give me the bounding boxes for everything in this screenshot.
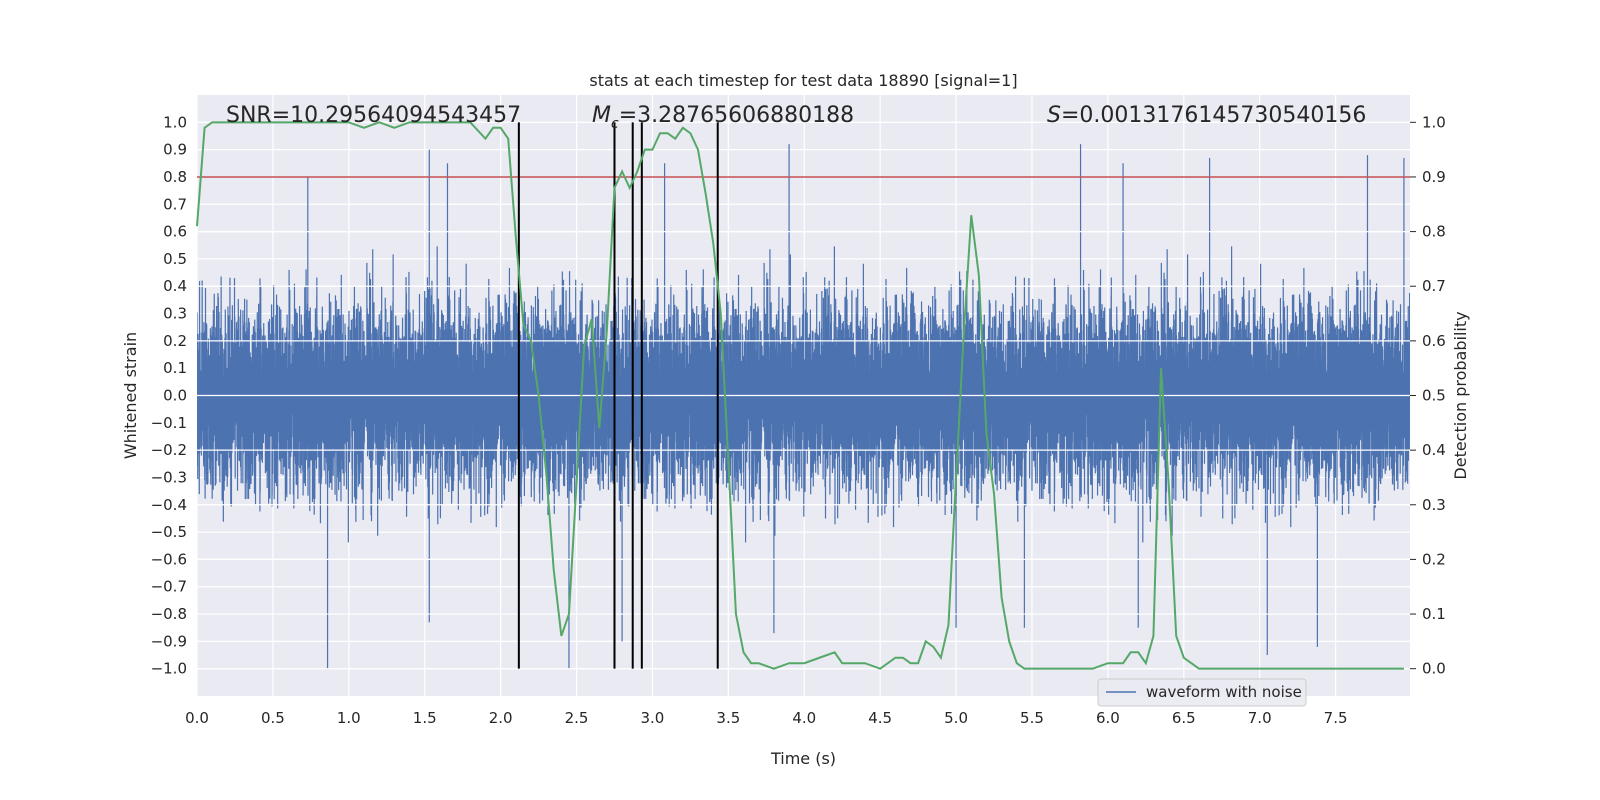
chirp-mass-symbol: M	[592, 103, 611, 128]
x-tick-label: 6.0	[1096, 709, 1120, 727]
x-tick-label: 2.5	[565, 709, 589, 727]
x-tick-label: 3.0	[641, 709, 665, 727]
y-tick-label: 0.2	[163, 332, 187, 350]
y2-tick-label: 0.0	[1422, 660, 1446, 678]
s-symbol: S	[1047, 103, 1061, 128]
x-axis-label: Time (s)	[770, 749, 836, 768]
y-ticks: 1.0 0.9 0.8 0.7 0.6 0.5 0.4 0.3 0.2 0.1 0.0 −0.1 −0.…	[151, 113, 187, 677]
y-tick-label: 0.5	[163, 250, 187, 268]
s-value: =0.0013176145730540156	[1061, 103, 1366, 128]
y-tick-label: −0.2	[151, 441, 187, 459]
y2-tick-label: 0.1	[1422, 605, 1446, 623]
y2-tick-label: 0.4	[1422, 441, 1446, 459]
x-tick-label: 5.5	[1020, 709, 1044, 727]
y-tick-label: −0.8	[151, 605, 187, 623]
x-tick-label: 2.0	[489, 709, 513, 727]
y-tick-label: 1.0	[163, 113, 187, 131]
y-tick-label: −0.9	[151, 632, 187, 650]
y2-tick-label: 0.2	[1422, 550, 1446, 568]
y-tick-label: 0.8	[163, 168, 187, 186]
snr-annotation: SNR=10.29564094543457	[226, 103, 521, 128]
y-tick-label: −0.7	[151, 578, 187, 596]
y-axis-label: Whitened strain	[121, 332, 140, 459]
legend: waveform with noise	[1097, 678, 1307, 707]
y-tick-label: −1.0	[151, 660, 187, 678]
y2-tick-label: 0.5	[1422, 387, 1446, 405]
probability-series	[196, 121, 1404, 670]
chirp-mass-value: =3.28765606880188	[619, 103, 854, 128]
y-tick-label: −0.4	[151, 496, 187, 514]
y-tick-label: 0.4	[163, 277, 187, 295]
y2-tick-label: 0.6	[1422, 332, 1446, 350]
x-tick-label: 0.0	[185, 709, 209, 727]
x-tick-label: 0.5	[261, 709, 285, 727]
chirp-mass-subscript: c	[611, 116, 619, 132]
x-tick-label: 5.0	[944, 709, 968, 727]
y-tick-label: −0.6	[151, 550, 187, 568]
y2-tick-label: 0.8	[1422, 223, 1446, 241]
y2-axis-label: Detection probability	[1451, 311, 1470, 479]
waveform-series	[197, 144, 1410, 669]
y-tick-label: 0.7	[163, 195, 187, 213]
x-ticks: 0.0 0.5 1.0 1.5 2.0 2.5 3.0 3.5 4.0 4.5 5.0 5.5 6.0 6…	[185, 709, 1347, 727]
detection-vertical-lines	[517, 122, 719, 669]
y2-ticks: 1.0 0.9 0.8 0.7 0.6 0.5 0.4 0.3 0.2 0.1 0.0	[1410, 113, 1446, 678]
legend-box	[1097, 678, 1307, 707]
y2-tick-label: 1.0	[1422, 113, 1446, 131]
x-tick-label: 4.0	[792, 709, 816, 727]
chart-title: stats at each timestep for test data 188…	[589, 71, 1017, 90]
y-tick-label: −0.3	[151, 468, 187, 486]
y-tick-label: −0.1	[151, 414, 187, 432]
y2-tick-label: 0.9	[1422, 168, 1446, 186]
x-tick-label: 1.5	[413, 709, 437, 727]
y2-tick-label: 0.3	[1422, 496, 1446, 514]
x-tick-label: 3.5	[716, 709, 740, 727]
legend-label-waveform: waveform with noise	[1146, 683, 1302, 701]
chirp-mass-annotation: Mc=3.28765606880188	[592, 103, 854, 132]
x-tick-label: 1.0	[337, 709, 361, 727]
y-tick-label: 0.1	[163, 359, 187, 377]
y-tick-label: −0.5	[151, 523, 187, 541]
y2-tick-label: 0.7	[1422, 277, 1446, 295]
y-tick-label: 0.9	[163, 141, 187, 159]
x-tick-label: 7.5	[1324, 709, 1348, 727]
s-annotation: S=0.0013176145730540156	[1047, 103, 1366, 128]
x-tick-label: 7.0	[1248, 709, 1272, 727]
y-tick-label: 0.3	[163, 305, 187, 323]
y-tick-label: 0.6	[163, 223, 187, 241]
y-tick-label: 0.0	[163, 387, 187, 405]
x-tick-label: 4.5	[868, 709, 892, 727]
x-tick-label: 6.5	[1172, 709, 1196, 727]
